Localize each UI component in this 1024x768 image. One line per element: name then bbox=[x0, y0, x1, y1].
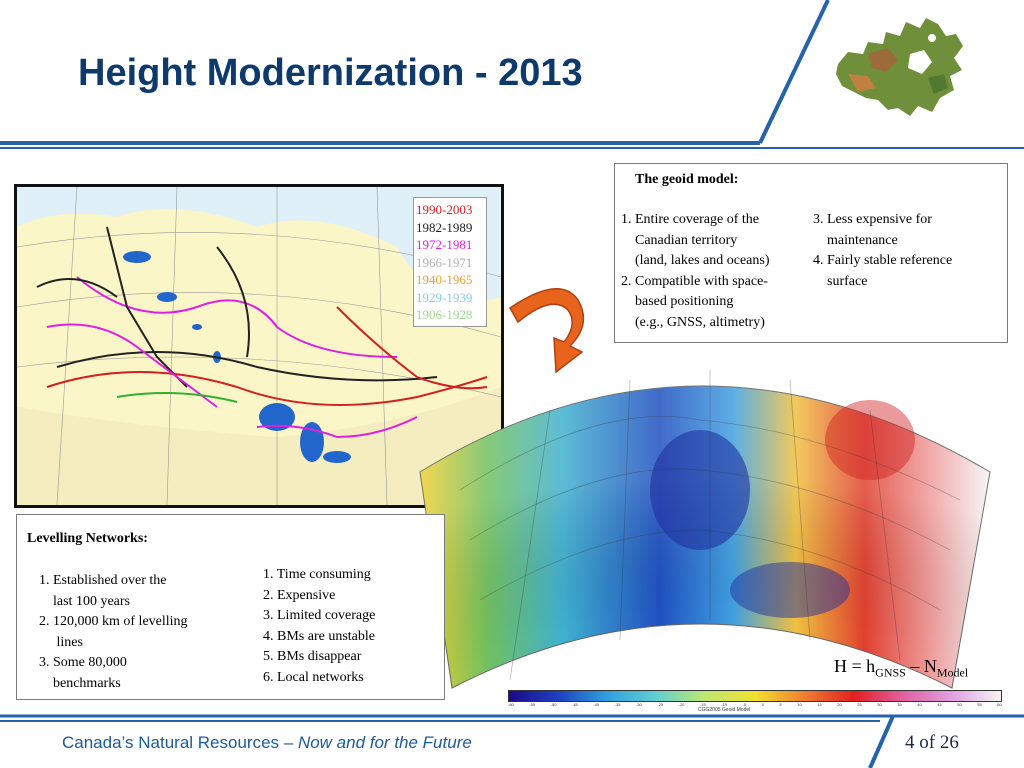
text-line: maintenance bbox=[813, 232, 898, 248]
levelling-heading: Levelling Networks: bbox=[27, 531, 148, 546]
colorbar-tick: -55 bbox=[529, 702, 536, 707]
legend-item: 1982-1989 bbox=[416, 219, 473, 235]
colorbar-tick: -25 bbox=[657, 702, 664, 707]
text-line: 4. BMs are unstable bbox=[263, 628, 375, 644]
colorbar-tick: 15 bbox=[817, 702, 822, 707]
text-line: 4. Fairly stable reference bbox=[813, 253, 953, 268]
page-number: 4 of 26 bbox=[905, 732, 959, 753]
curved-arrow-icon bbox=[509, 288, 585, 374]
text-line: based positioning bbox=[621, 294, 734, 309]
text-line: surface bbox=[813, 273, 868, 289]
colorbar-ticks: -60 -55 -50 -45 -40 -35 -30 -25 -20 -15 -10 -5 0 5 10 1… bbox=[508, 702, 1002, 708]
text-line: 1. Entire coverage of the bbox=[621, 212, 759, 227]
legend-item: 1906-1928 bbox=[416, 307, 473, 322]
text-line: 3. Limited coverage bbox=[263, 608, 376, 623]
text-line: (e.g., GNSS, altimetry) bbox=[621, 314, 765, 330]
colorbar-tick: 5 bbox=[779, 702, 782, 707]
colorbar-tick: 30 bbox=[877, 702, 882, 707]
colorbar-tick: -40 bbox=[593, 702, 600, 707]
text-line: 3. Some 80,000 bbox=[39, 655, 127, 670]
height-formula: H = hGNSS – NModel bbox=[834, 656, 969, 680]
geoid-colorbar: -60 -55 -50 -45 -40 -35 -30 -25 -20 -15 -10 -5 0 5 10 1… bbox=[508, 690, 1002, 714]
legend-item: 1929-1939 bbox=[416, 289, 473, 305]
levelling-facts: 1. Established over the last 100 years 2.… bbox=[39, 571, 188, 694]
text-line: 1. Time consuming bbox=[263, 567, 371, 582]
text-line: 2. 120,000 km of levelling bbox=[39, 614, 188, 629]
geoid-advantages-right: 3. Less expensive for maintenance 4. Fair… bbox=[813, 210, 952, 292]
colorbar-caption: CGG2005 Geoid Model bbox=[698, 707, 751, 713]
colorbar-tick: 45 bbox=[937, 702, 942, 707]
colorbar-tick: -20 bbox=[678, 702, 685, 707]
legend-item: 1990-2003 bbox=[416, 202, 473, 217]
colorbar-tick: -15 bbox=[699, 702, 706, 707]
text-line: 3. Less expensive for bbox=[813, 212, 932, 227]
colorbar-tick: -5 bbox=[742, 702, 747, 707]
levelling-networks-box: Levelling Networks: 1. Established over … bbox=[16, 514, 445, 700]
map-lines bbox=[17, 187, 501, 505]
colorbar-tick: 10 bbox=[797, 702, 802, 707]
geoid-model-box: The geoid model: 1. Entire coverage of t… bbox=[614, 163, 1008, 343]
text-line: 2. Expensive bbox=[263, 587, 336, 603]
colorbar-tick: 50 bbox=[957, 702, 962, 707]
text-line: Canadian territory bbox=[621, 232, 738, 248]
colorbar-tick: 60 bbox=[997, 702, 1002, 707]
colorbar-gradient bbox=[508, 690, 1002, 702]
colorbar-tick: -60 bbox=[508, 702, 514, 707]
colorbar-tick: 55 bbox=[977, 702, 982, 707]
legend-item: 1966-1971 bbox=[416, 254, 473, 270]
text-line: benchmarks bbox=[39, 675, 121, 691]
text-line: (land, lakes and oceans) bbox=[621, 253, 770, 268]
footer-decoration bbox=[0, 714, 1024, 768]
levelling-drawbacks: 1. Time consuming 2. Expensive 3. Limited … bbox=[263, 565, 375, 688]
slide-title: Height Modernization - 2013 bbox=[78, 52, 583, 94]
colorbar-tick: -50 bbox=[550, 702, 557, 707]
footer-text: Canada’s Natural Resources – Now and for… bbox=[62, 733, 472, 752]
colorbar-tick: 35 bbox=[897, 702, 902, 707]
colorbar-tick: -30 bbox=[635, 702, 642, 707]
colorbar-tick: -10 bbox=[721, 702, 728, 707]
colorbar-tick: 25 bbox=[857, 702, 862, 707]
colorbar-tick: 20 bbox=[837, 702, 842, 707]
canada-map-logo bbox=[836, 18, 963, 116]
text-line: 5. BMs disappear bbox=[263, 649, 362, 664]
geoid-advantages-left: 1. Entire coverage of the Canadian terri… bbox=[621, 210, 770, 333]
colorbar-tick: -35 bbox=[614, 702, 621, 707]
colorbar-tick: 0 bbox=[761, 702, 764, 707]
levelling-network-map: 1990-2003 1982-1989 1972-1981 1966-1971 1940… bbox=[14, 184, 504, 508]
colorbar-tick: 40 bbox=[917, 702, 922, 707]
geoid-model-map bbox=[419, 370, 991, 689]
header-decoration bbox=[0, 0, 1024, 149]
legend-item: 1940-1965 bbox=[416, 272, 473, 287]
legend-item: 1972-1981 bbox=[416, 237, 473, 252]
text-line: 2. Compatible with space- bbox=[621, 273, 768, 289]
text-line: 1. Established over the bbox=[39, 573, 167, 588]
colorbar-tick: -45 bbox=[571, 702, 578, 707]
text-line: lines bbox=[39, 634, 83, 650]
text-line: last 100 years bbox=[39, 593, 130, 609]
map-legend: 1990-2003 1982-1989 1972-1981 1966-1971 1940… bbox=[413, 197, 487, 327]
text-line: 6. Local networks bbox=[263, 669, 364, 685]
geoid-heading: The geoid model: bbox=[635, 172, 739, 187]
